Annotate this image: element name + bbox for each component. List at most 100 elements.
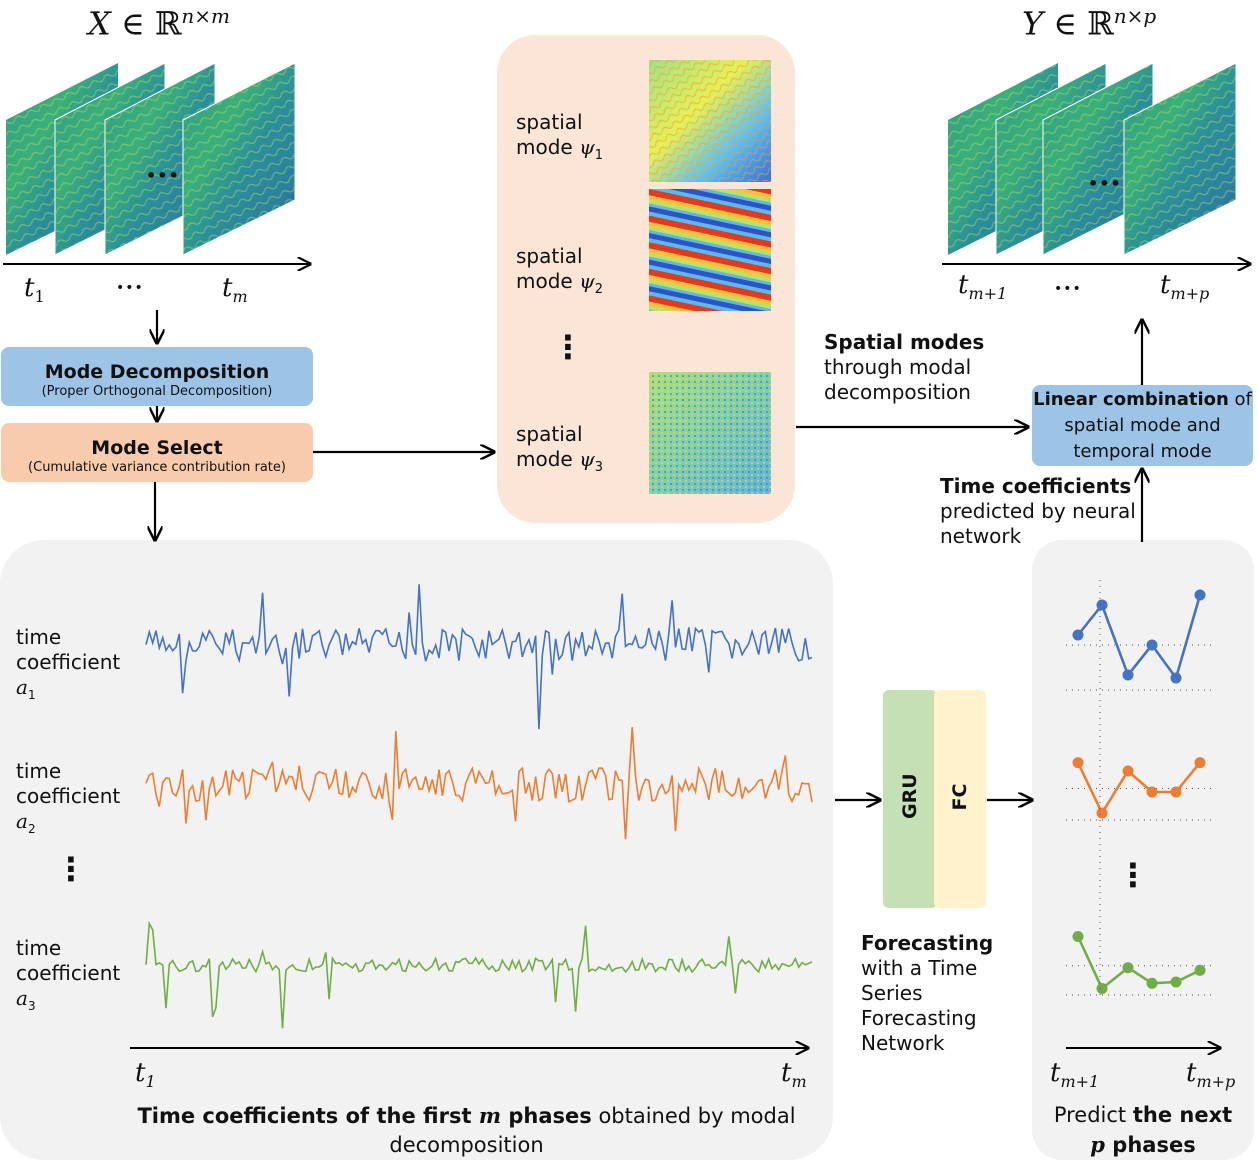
output-dots: •••: [1088, 174, 1122, 193]
spatial-modes-note: Spatial modes through modal decompositio…: [824, 330, 984, 405]
time-note-line3: network: [940, 524, 1022, 548]
time-coefficient-2-sym: a: [16, 809, 28, 833]
prediction-axis-end: tm+p: [1186, 1058, 1235, 1091]
time-note-title: Time coefficients: [940, 474, 1132, 498]
linear-combination-of: of: [1228, 389, 1252, 410]
time-coefficient-1-sym-wrap: a1: [16, 675, 120, 708]
spatial-modes-note-line2: through modal: [824, 355, 972, 379]
prediction-series-1-point: [1170, 672, 1182, 684]
prediction-series-2-point: [1194, 757, 1206, 769]
output-t-start: tm+1: [958, 270, 1007, 303]
coefficients-caption-bold1: Time coefficients of the first: [137, 1104, 479, 1128]
prediction-series-1-point: [1072, 629, 1084, 641]
input-t-end: tm: [222, 273, 248, 306]
time-coefficient-1-label: time coefficient a1: [16, 625, 120, 708]
mode-decomposition-box: Mode Decomposition (Proper Orthogonal De…: [1, 347, 313, 406]
prediction-series-3-line: [1076, 935, 1201, 991]
prediction-series-3-point: [1194, 964, 1206, 976]
time-coefficient-2-sub: 2: [27, 822, 36, 836]
prediction-caption-line2: p phases: [1032, 1130, 1254, 1160]
mode-select-subtitle: (Cumulative variance contribution rate): [28, 460, 286, 475]
time-coefficient-3-name: coefficient: [16, 961, 121, 985]
spatial-mode-3-mode: mode: [516, 447, 580, 471]
coefficients-caption-m: m: [478, 1103, 502, 1128]
prediction-series-1-line: [1076, 594, 1202, 681]
prediction-series-2-point: [1072, 757, 1084, 769]
linear-combination-title: Linear combination: [1033, 389, 1229, 410]
spatial-mode-2-image: [649, 189, 771, 311]
time-coefficient-1-sym: a: [16, 675, 28, 699]
prediction-axis-start: tm+1: [1050, 1058, 1099, 1091]
network-caption-line2: Series: [861, 981, 923, 1005]
network-caption-line3: Forecasting: [861, 1006, 977, 1030]
prediction-series-1-point: [1194, 589, 1206, 601]
prediction-series-2-point: [1170, 786, 1182, 798]
output-t-end: tm+p: [1160, 270, 1209, 303]
prediction-caption: Predict the next p phases: [1032, 1101, 1254, 1160]
prediction-series-3-point: [1146, 977, 1158, 989]
input-t-end-sub: m: [232, 287, 248, 307]
output-formula-var: Y: [1022, 4, 1044, 43]
coefficients-caption: Time coefficients of the first m phases …: [100, 1101, 833, 1160]
mode-select-title: Mode Select: [91, 437, 223, 459]
spatial-mode-2-label: spatial mode ψ2: [516, 244, 603, 302]
prediction-series-3-point: [1122, 962, 1134, 974]
linear-combination-box: Linear combination of spatial mode and t…: [1032, 385, 1253, 466]
prediction-axis-start-var: t: [1050, 1058, 1061, 1088]
input-dots: •••: [146, 166, 180, 185]
prediction-caption-bold: the next: [1132, 1103, 1233, 1127]
output-t-start-var: t: [958, 270, 969, 300]
prediction-caption-line1: Predict the next: [1032, 1101, 1254, 1130]
time-coefficient-3-series: [145, 920, 813, 1029]
spatial-modes-note-title: Spatial modes: [824, 330, 985, 354]
time-coefficient-2-series: [145, 727, 813, 840]
prediction-axis-end-sub: m+p: [1196, 1072, 1236, 1092]
prediction-series-3-point: [1096, 983, 1108, 994]
input-t-end-var: t: [222, 273, 233, 303]
spatial-mode-1-label: spatial mode ψ1: [516, 110, 603, 168]
coefficients-axis-start-var: t: [135, 1058, 146, 1088]
prediction-series-1-point: [1122, 669, 1134, 681]
prediction-panel: [1032, 540, 1254, 1160]
output-frames: [948, 62, 1237, 255]
time-coefficient-3-word: time: [16, 936, 62, 960]
gru-block: [883, 690, 937, 908]
time-coefficient-2-name: coefficient: [16, 784, 121, 808]
time-coefficient-2-label: time coefficient a2: [16, 759, 120, 842]
coefficients-caption-bold2: phases: [501, 1104, 592, 1128]
input-formula: X ∈ ℝn×m: [88, 4, 230, 43]
prediction-axis-end-var: t: [1186, 1058, 1197, 1088]
prediction-series-3-point: [1072, 931, 1084, 942]
spatial-mode-1-image: [649, 60, 771, 182]
prediction-series-2-line: [1076, 761, 1202, 816]
time-coefficient-2-word: time: [16, 759, 62, 783]
time-coefficient-3-sym: a: [16, 986, 28, 1010]
input-t-start-var: t: [24, 273, 35, 303]
output-t-end-var: t: [1160, 270, 1171, 300]
spatial-mode-3-sym: ψ: [579, 447, 595, 471]
prediction-series-2-point: [1146, 786, 1158, 798]
spatial-mode-3-word: spatial: [516, 422, 583, 446]
mode-decomposition-subtitle: (Proper Orthogonal Decomposition): [41, 384, 273, 399]
output-formula-set: ∈ ℝ: [1043, 4, 1114, 43]
output-t-end-sub: m+p: [1170, 284, 1210, 304]
coefficients-caption-line1: Time coefficients of the first m phases …: [100, 1101, 833, 1131]
spatial-mode-1-word: spatial: [516, 110, 583, 134]
prediction-caption-bold2: phases: [1104, 1133, 1196, 1157]
time-coefficient-3-label: time coefficient a3: [16, 936, 120, 1019]
prediction-caption-pre: Predict: [1053, 1103, 1133, 1127]
linear-combination-line2: spatial mode and: [1064, 415, 1221, 436]
time-coefficient-1-sub: 1: [27, 688, 36, 702]
input-formula-exp: n×m: [181, 4, 231, 28]
time-coefficients-note: Time coefficients predicted by neural ne…: [940, 474, 1136, 549]
coefficients-axis-end-sub: m: [791, 1072, 807, 1092]
spatial-vdots: ⋮: [552, 328, 584, 366]
time-coefficient-1-name: coefficient: [16, 650, 121, 674]
input-formula-set: ∈ ℝ: [110, 4, 182, 43]
spatial-mode-2-name: mode ψ2: [516, 269, 603, 302]
time-note-line2: predicted by neural: [940, 499, 1136, 523]
linear-combination-line3: temporal mode: [1073, 441, 1212, 462]
coefficients-vdots: ⋮: [55, 850, 87, 888]
output-formula-exp: n×p: [1113, 4, 1157, 28]
